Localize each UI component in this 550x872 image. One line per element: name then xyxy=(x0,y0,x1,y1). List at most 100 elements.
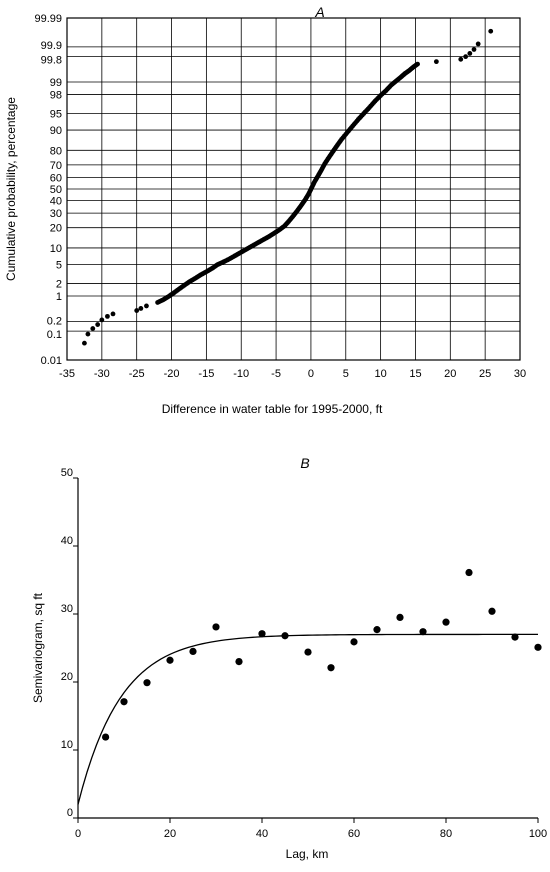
panel-a-y-tick-label: 0.2 xyxy=(47,315,62,327)
panel-a-plot-frame xyxy=(66,17,521,361)
panel-b-data-point xyxy=(258,630,266,638)
panel-b-data-point xyxy=(143,679,151,687)
panel-b-data-point xyxy=(534,643,542,651)
panel-b-y-tick-label: 50 xyxy=(61,467,73,479)
panel-b-y-ticks: 0 10 20 30 40 50 xyxy=(61,467,78,819)
panel-a-x-tick-label: 0 xyxy=(308,368,314,380)
panel-b-y-tick-label: 10 xyxy=(61,739,73,751)
panel-a-x-tick-label: 20 xyxy=(444,368,456,380)
panel-a-data-point xyxy=(134,308,140,313)
panel-a-y-tick-label: 2 xyxy=(56,278,62,290)
panel-a-x-tick-label: -10 xyxy=(233,368,249,380)
panel-b-fit-curve xyxy=(77,633,538,805)
panel-b-y-tick-label: 40 xyxy=(61,535,73,547)
panel-a-x-tick-label: -30 xyxy=(94,368,110,380)
panel-a-y-tick-label: 10 xyxy=(50,243,62,255)
panel-a-x-tick-label: -35 xyxy=(59,368,75,380)
panel-a-y-tick-label: 20 xyxy=(50,223,62,235)
panel-a-y-tick-label: 80 xyxy=(50,145,62,157)
panel-b-data-point xyxy=(511,633,519,641)
panel-b-x-axis-title: Lag, km xyxy=(286,847,329,861)
panel-a-data-point xyxy=(99,317,105,323)
panel-b: B 0 20 40 60 80 100 0 10 20 30 40 50 Lag, km Semiv… xyxy=(31,455,547,861)
panel-a-y-tick-label: 50 xyxy=(50,184,62,196)
panel-b-x-tick-label: 0 xyxy=(75,828,81,840)
panel-a-x-tick-label: 5 xyxy=(343,368,349,380)
panel-a-y-tick-label: 0.1 xyxy=(47,329,62,341)
panel-a-y-tick-label: 0.01 xyxy=(41,355,62,367)
panel-a-y-axis-title: Cumulative probability, percentage xyxy=(4,97,18,281)
panel-b-data-point xyxy=(327,664,335,672)
panel-b-data-point xyxy=(350,638,358,646)
panel-a-data-point xyxy=(95,322,101,327)
panel-b-data-point xyxy=(304,648,312,656)
panel-b-y-tick-label: 0 xyxy=(67,807,73,819)
panel-b-data-point xyxy=(281,632,289,640)
panel-b-x-tick-label: 60 xyxy=(348,828,360,840)
panel-b-data-point xyxy=(102,733,110,741)
panel-b-data-point xyxy=(212,623,220,631)
panel-a-x-tick-label: -25 xyxy=(129,368,145,380)
panel-a-data-point xyxy=(467,51,473,56)
panel-a-data-points xyxy=(82,28,494,346)
panel-b-data-point xyxy=(166,656,174,664)
panel-a-y-tick-label: 95 xyxy=(50,108,62,120)
panel-a-y-tick-label: 5 xyxy=(56,260,62,272)
panel-b-x-tick-label: 100 xyxy=(529,828,547,840)
panel-a-data-point xyxy=(144,303,149,309)
panel-a-y-tick-label: 99.9 xyxy=(41,40,62,52)
panel-a: A -35 -30 -25 -20 -15 -10 -5 0 5 10 15 20 25 30 0.010… xyxy=(4,4,526,416)
panel-b-data-point xyxy=(488,607,496,615)
panel-b-x-tick-label: 20 xyxy=(164,828,176,840)
panel-a-y-tick-label: 40 xyxy=(50,196,62,208)
panel-a-y-tick-label: 70 xyxy=(50,160,62,172)
panel-b-data-point xyxy=(419,628,427,636)
panel-b-x-tick-label: 40 xyxy=(256,828,268,840)
panel-b-data-point xyxy=(235,658,243,666)
panel-a-x-tick-label: -15 xyxy=(198,368,214,380)
panel-b-y-tick-label: 20 xyxy=(61,671,73,683)
panel-a-data-point xyxy=(105,313,110,319)
panel-a-data-point xyxy=(138,306,144,311)
panel-a-data-point xyxy=(458,56,464,62)
panel-a-data-point xyxy=(90,326,96,331)
panel-a-data-point xyxy=(488,28,494,34)
panel-a-title: A xyxy=(314,4,324,20)
panel-a-x-tick-label: 25 xyxy=(479,368,491,380)
panel-b-data-point xyxy=(373,626,381,634)
panel-a-y-tick-label: 90 xyxy=(50,125,62,137)
panel-a-x-tick-label: 30 xyxy=(514,368,526,380)
panel-a-grid xyxy=(67,18,520,360)
panel-a-y-tick-label: 30 xyxy=(50,208,62,220)
panel-a-data-point xyxy=(85,331,91,337)
panel-a-y-tick-label: 1 xyxy=(56,291,62,303)
panel-a-x-axis-title: Difference in water table for 1995-2000,… xyxy=(162,402,383,416)
panel-a-data-point xyxy=(471,47,477,52)
panel-a-x-tick-label: 15 xyxy=(409,368,421,380)
panel-a-x-tick-label: -5 xyxy=(271,368,281,380)
panel-b-x-tick-label: 80 xyxy=(440,828,452,840)
panel-b-data-point xyxy=(465,568,473,577)
panel-a-y-tick-label: 60 xyxy=(50,172,62,184)
panel-a-x-tick-labels: -35 -30 -25 -20 -15 -10 -5 0 5 10 15 20 25 30 xyxy=(59,368,526,380)
panel-b-x-ticks: 0 20 40 60 80 100 xyxy=(75,818,547,840)
panel-a-data-point xyxy=(463,54,469,60)
panel-a-data-point xyxy=(475,41,481,47)
panel-a-data-point xyxy=(433,59,439,65)
panel-b-data-point xyxy=(189,647,197,656)
panel-a-x-tick-label: -20 xyxy=(164,368,180,380)
panel-b-data-point xyxy=(396,613,404,622)
panel-a-data-point xyxy=(110,311,116,317)
panel-b-title: B xyxy=(300,455,309,471)
panel-b-y-tick-label: 30 xyxy=(61,603,73,615)
panel-b-y-axis-title: Semivariogram, sq ft xyxy=(31,592,45,703)
panel-b-data-points xyxy=(102,568,542,741)
panel-a-x-tick-label: 10 xyxy=(374,368,386,380)
panel-a-y-tick-label: 98 xyxy=(50,90,62,102)
panel-b-data-point xyxy=(120,698,128,706)
panel-a-data-point xyxy=(415,61,420,67)
panel-a-y-tick-label: 99 xyxy=(50,77,62,89)
panel-a-data-point xyxy=(82,340,87,346)
